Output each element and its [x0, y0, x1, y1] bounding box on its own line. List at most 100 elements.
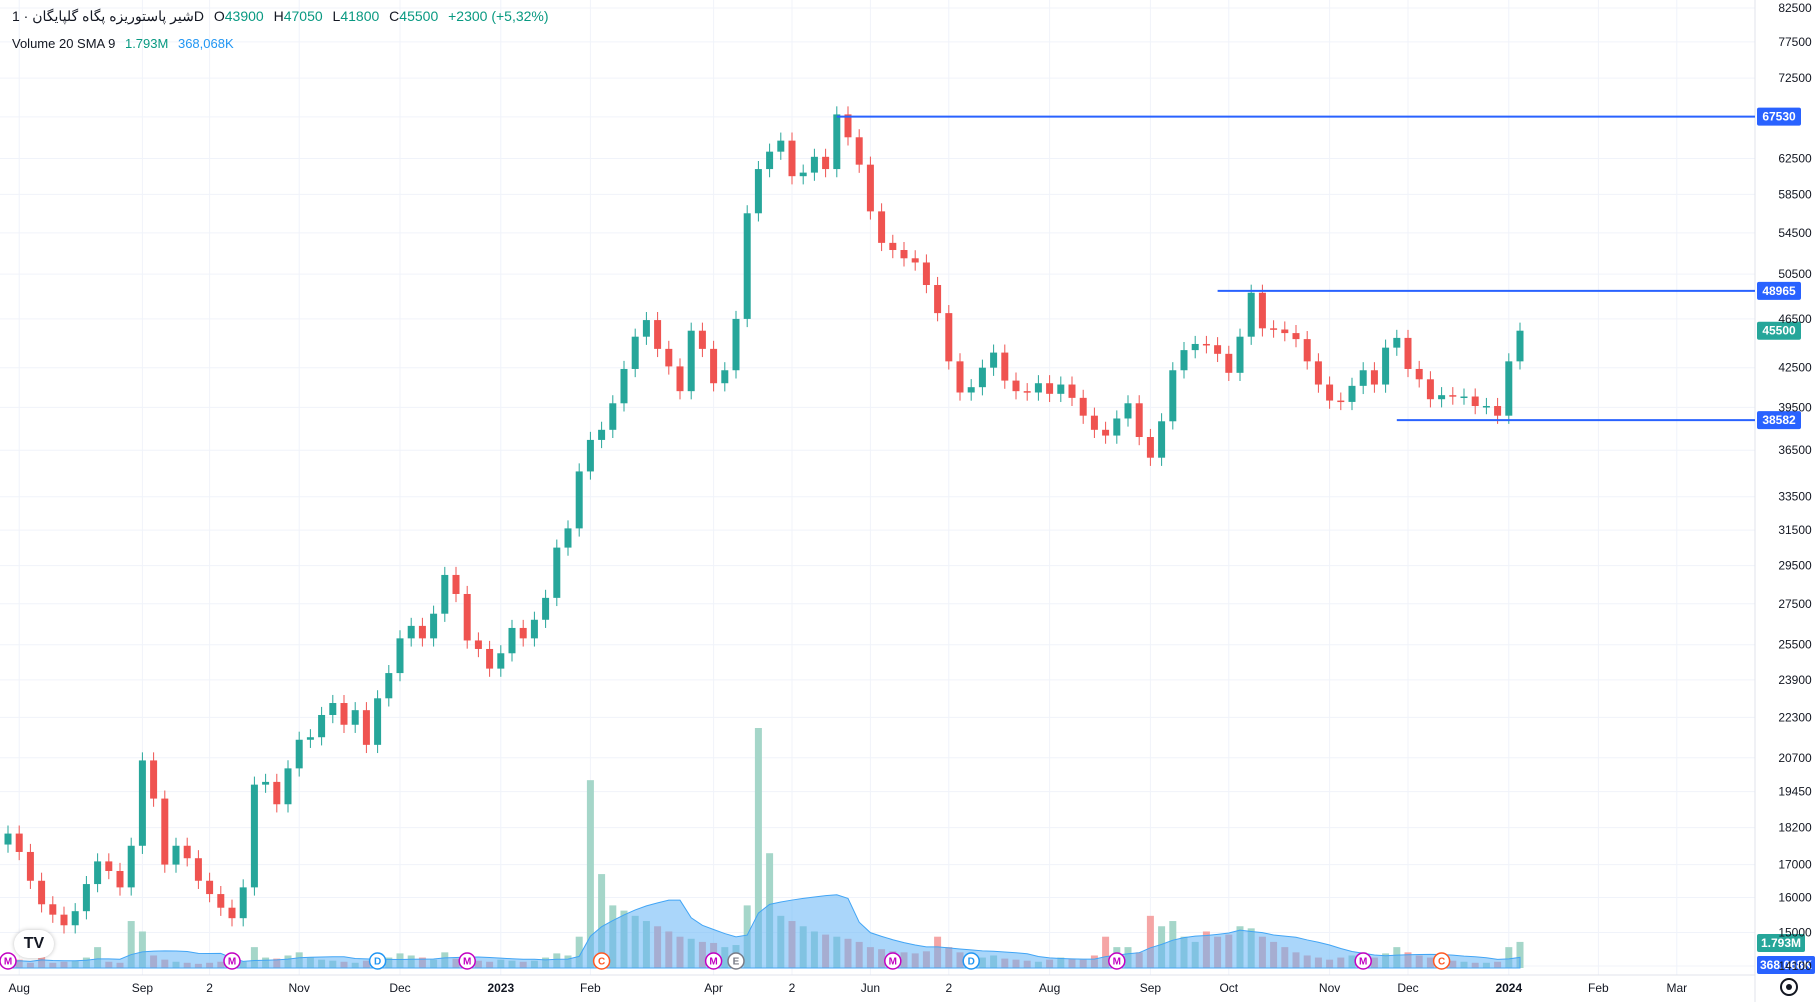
volume-bar	[138, 931, 146, 968]
candle-body	[206, 880, 214, 895]
candle-body	[1404, 337, 1412, 369]
candle-body	[1236, 336, 1244, 373]
candle-body	[710, 348, 718, 384]
candle-body	[1258, 292, 1266, 329]
candle-body	[1281, 329, 1289, 334]
candle-body	[1247, 292, 1255, 337]
x-axis-tick-label: Apr	[704, 981, 723, 995]
candle-body	[362, 710, 370, 745]
y-axis-tick-label: 19450	[1778, 785, 1812, 799]
tradingview-logo[interactable]: TV	[14, 930, 54, 958]
volume-bar	[575, 936, 583, 968]
candle-body	[900, 250, 908, 259]
candle-body	[116, 870, 124, 888]
candle-body	[486, 648, 494, 669]
candle-body	[1370, 370, 1378, 385]
candle-body	[945, 313, 953, 362]
candle-body	[631, 336, 639, 369]
event-marker-letter: M	[4, 957, 12, 968]
x-axis-tick-label: Nov	[289, 981, 310, 995]
volume-bar	[598, 874, 606, 968]
y-axis-tick-label: 16000	[1778, 890, 1812, 904]
x-axis-tick-label: Nov	[1319, 981, 1340, 995]
candle-body	[1314, 361, 1322, 385]
y-axis-tick-label: 25500	[1778, 638, 1812, 652]
candle-body	[273, 781, 281, 805]
candle-body	[1326, 384, 1334, 401]
candle-body	[340, 703, 348, 725]
y-axis-tick-label: 54500	[1778, 226, 1812, 240]
x-axis-tick-label: Dec	[389, 981, 410, 995]
price-level-tag	[1757, 281, 1801, 300]
x-axis-tick-label: Aug	[9, 981, 30, 995]
event-marker-letter: M	[709, 957, 717, 968]
candle-body	[1001, 352, 1009, 381]
candle-body	[1382, 347, 1390, 385]
settings-gear-icon[interactable]	[1780, 978, 1798, 996]
last-price-tag	[1757, 321, 1801, 340]
candle-body	[396, 638, 404, 674]
event-marker-icon	[727, 952, 745, 970]
candle-body	[844, 114, 852, 138]
x-axis-tick-label: 2	[945, 981, 952, 995]
y-axis-tick-label: 29500	[1778, 559, 1812, 573]
candle-body	[754, 169, 762, 214]
candle-body	[676, 366, 684, 392]
y-axis-tick-label: 50500	[1778, 267, 1812, 281]
volume-bar	[754, 728, 762, 968]
candle-body	[1292, 333, 1300, 340]
candle-body	[183, 845, 191, 859]
event-marker-icon	[592, 952, 611, 970]
x-axis-tick-label: Dec	[1397, 981, 1418, 995]
candle-body	[788, 140, 796, 177]
volume-legend: Volume 20 SMA 9 1.793M 368,068K	[12, 36, 234, 51]
candle-body	[1505, 361, 1513, 416]
candle-body	[519, 627, 527, 639]
candle-body	[1471, 396, 1479, 407]
candle-body	[441, 574, 449, 614]
candle-body	[654, 320, 662, 349]
candle-body	[1438, 395, 1446, 400]
event-marker-letter: M	[1113, 957, 1121, 968]
candle-body	[262, 781, 270, 785]
candle-body	[239, 887, 247, 919]
symbol-name[interactable]: شیر پاستوریزه پگاه گلپایگان	[32, 8, 194, 24]
change-value: +2300 (+5,32%)	[448, 8, 549, 24]
candle-body	[1337, 400, 1345, 403]
event-marker-icon	[0, 952, 17, 970]
low-value: 41800	[340, 8, 380, 24]
candle-body	[1460, 396, 1468, 399]
candle-body	[1158, 421, 1166, 458]
candle-body	[1046, 383, 1054, 394]
volume-indicator-label[interactable]: Volume 20 SMA 9	[12, 36, 116, 51]
candle-body	[810, 156, 818, 173]
interval-label[interactable]: · 1D	[12, 8, 204, 24]
candle-body	[620, 368, 628, 404]
x-axis-tick-label: Sep	[1140, 981, 1162, 995]
candle-body	[542, 597, 550, 620]
candle-body	[60, 914, 68, 926]
candle-body	[732, 318, 740, 371]
candle-body	[1079, 397, 1087, 416]
candle-body	[1146, 437, 1154, 458]
price-level-tag	[1757, 411, 1801, 430]
candle-body	[1482, 406, 1490, 408]
volume-axis-tag	[1757, 956, 1815, 974]
y-axis-tick-label: 62500	[1778, 152, 1812, 166]
y-axis-tick-label: 33500	[1778, 490, 1812, 504]
close-label: C	[389, 8, 400, 24]
volume-axis-tag-text: 368.068K	[1760, 958, 1812, 972]
candle-body	[1068, 384, 1076, 398]
candle-body	[564, 528, 572, 548]
candle-body	[889, 242, 897, 251]
candle-body	[318, 714, 326, 738]
x-axis-tick-label: Feb	[580, 981, 601, 995]
y-axis-tick-label: 36500	[1778, 443, 1812, 457]
candle-body	[228, 907, 236, 919]
candle-body	[1102, 429, 1110, 436]
candle-body	[1090, 415, 1098, 430]
candle-body	[855, 137, 863, 165]
y-axis-tick-label: 72500	[1778, 71, 1812, 85]
